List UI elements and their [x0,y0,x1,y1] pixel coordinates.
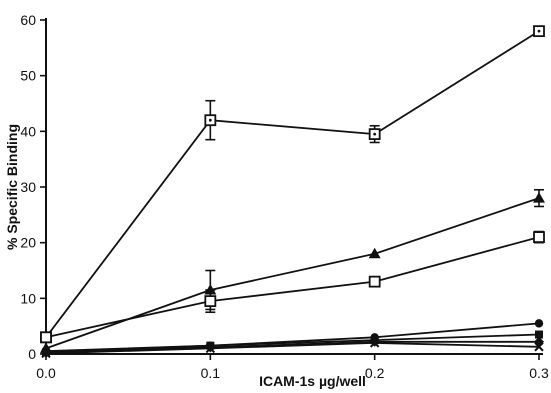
x-tick-label: 0.2 [365,365,385,381]
x-tick-label: 0.3 [529,365,549,381]
y-tick-label: 20 [20,235,36,251]
y-ticks: 0 10 20 30 40 50 60 [20,12,46,362]
point-marker-dot [537,29,541,33]
series-3 [40,230,545,344]
point-marker [369,338,380,348]
y-tick-label: 60 [20,12,36,28]
series-line [45,197,540,350]
x-ticks: 0.0 0.1 0.2 0.3 [36,354,549,381]
point-marker [368,247,381,259]
point-marker [533,231,545,244]
y-axis-title: % Specific Binding [4,124,20,250]
y-tick-label: 30 [20,179,36,195]
y-tick-label: 50 [20,68,36,84]
series-layer [40,25,545,359]
point-marker [368,275,381,288]
series-7 [41,338,544,359]
series-5 [42,330,543,357]
point-marker [533,192,545,203]
y-tick-label: 0 [28,346,36,362]
point-marker [535,330,543,339]
point-marker [41,348,51,359]
x-tick-label: 0.0 [36,365,56,381]
series-line [45,236,540,339]
point-marker [534,342,544,352]
point-marker-dot [208,118,212,122]
y-tick-label: 10 [20,290,36,306]
point-marker [534,319,544,328]
point-marker [205,343,216,354]
series-line [45,341,540,355]
point-marker [40,331,52,344]
x-tick-label: 0.1 [201,365,221,381]
point-marker [204,295,217,308]
series-1 [40,25,545,344]
series-line [45,30,540,338]
x-axis-title: ICAM-1s µg/well [259,373,366,389]
axes [45,18,543,355]
y-tick-label: 40 [20,123,36,139]
series-line [45,333,540,354]
point-marker-dot [373,132,377,136]
